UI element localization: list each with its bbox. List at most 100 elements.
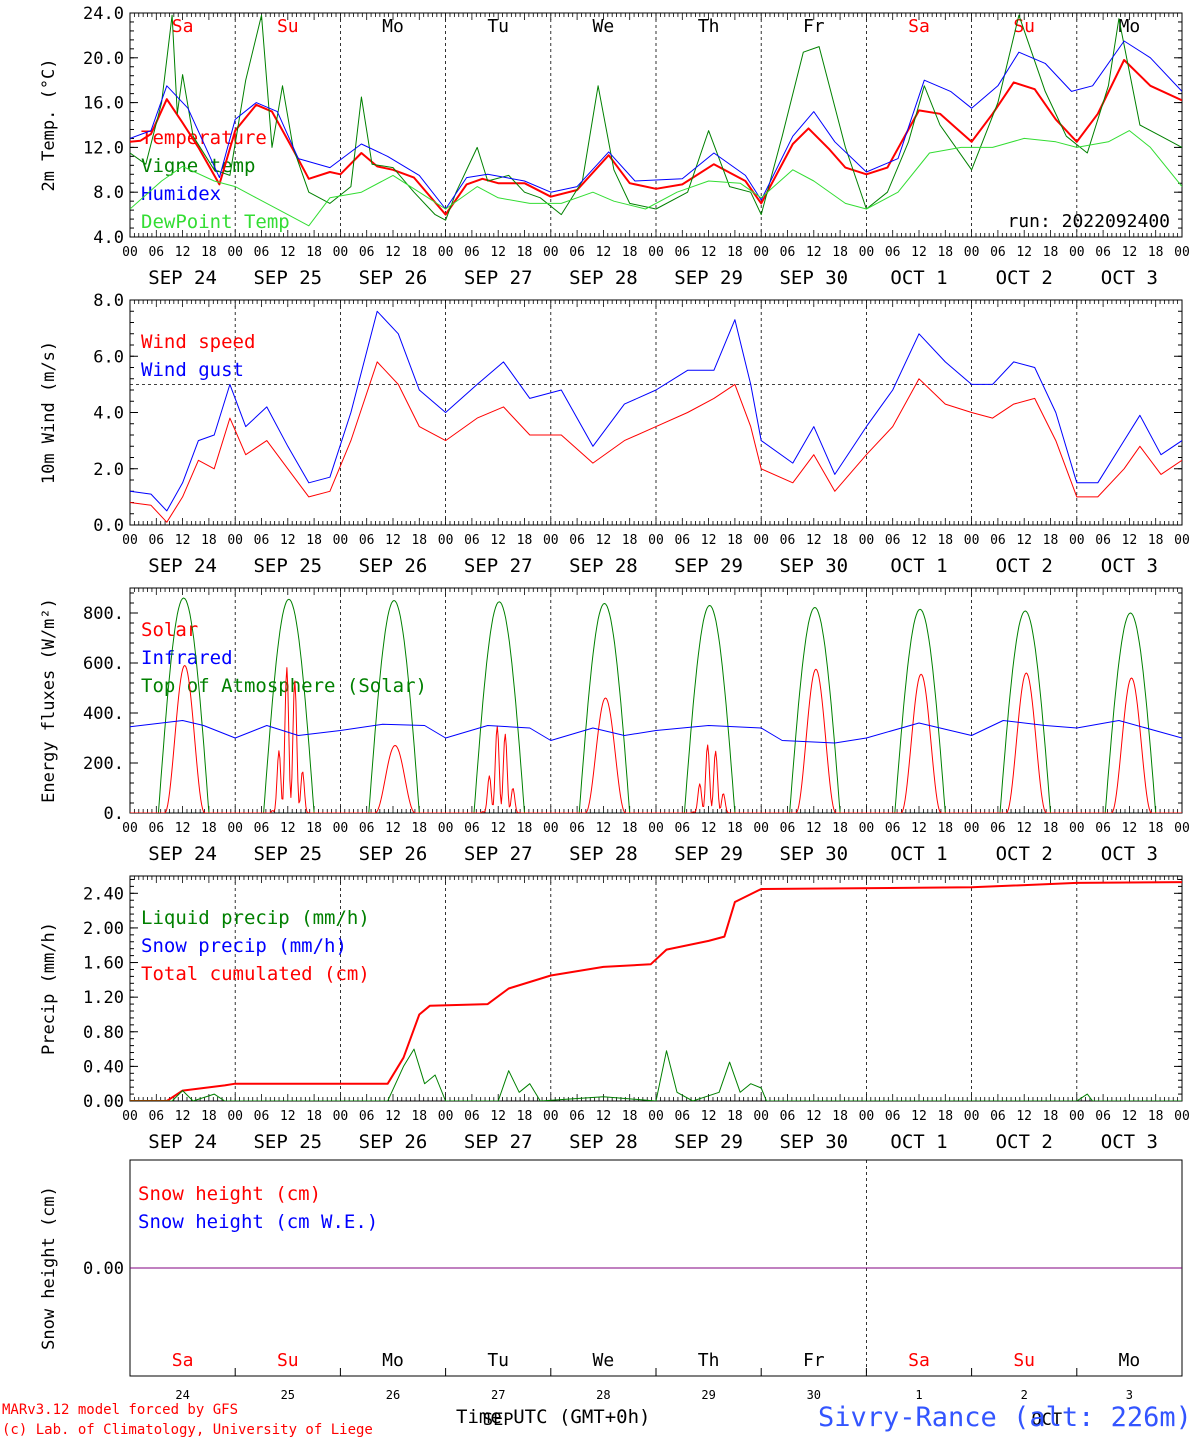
legend-entry: Top of Atmosphere (Solar) [141, 675, 427, 697]
date-label: OCT 2 [996, 1131, 1053, 1153]
hour-label: 12 [490, 533, 506, 548]
weekday-label: Fr [803, 16, 825, 37]
day-number-label: 28 [596, 1388, 610, 1402]
toa-solar-curve [340, 600, 446, 813]
hour-label: 18 [201, 245, 217, 260]
hour-label: 18 [832, 821, 848, 836]
y-tick-label: 800. [83, 604, 124, 624]
hour-label: 00 [859, 245, 875, 260]
date-label: SEP 28 [569, 267, 638, 289]
y-tick-label: 6.0 [93, 347, 124, 367]
day-number-label: 27 [491, 1388, 505, 1402]
solar-curve [550, 697, 656, 813]
y-tick-label: 0. [104, 804, 124, 824]
infrared-curve [130, 720, 1182, 744]
model-credit: MARv3.12 model forced by GFS (c) Lab. of… [2, 1400, 373, 1440]
hour-label: 18 [411, 821, 427, 836]
y-tick-label: 200. [83, 754, 124, 774]
hour-label: 18 [306, 821, 322, 836]
y-tick-label: 1.20 [83, 988, 124, 1008]
hour-label: 06 [1095, 245, 1111, 260]
weekday-label: Th [698, 1350, 720, 1371]
hour-label: 00 [1069, 1109, 1085, 1124]
series-line [130, 1048, 1182, 1101]
hour-label: 12 [280, 1109, 296, 1124]
toa-solar-curve [866, 608, 972, 813]
date-label: SEP 27 [464, 267, 533, 289]
day-number-label: 2 [1021, 1388, 1028, 1402]
date-label: SEP 26 [359, 555, 428, 577]
date-label: SEP 30 [779, 267, 848, 289]
hour-label: 06 [359, 1109, 375, 1124]
series-line [130, 361, 1182, 523]
hour-label: 00 [122, 821, 138, 836]
hour-label: 18 [306, 533, 322, 548]
hour-label: 06 [990, 1109, 1006, 1124]
solar-curve [971, 672, 1077, 813]
panel-5: 0.00 Snow height (cm) Sa Su Mo Tu We Th Fr Sa Su Mo… [39, 1159, 1183, 1377]
weekday-label: Th [698, 16, 720, 37]
toa-solar-curve [1076, 612, 1182, 813]
hour-label: 18 [622, 821, 638, 836]
solar-curve [445, 725, 551, 813]
hour-label: 12 [1122, 1109, 1138, 1124]
date-label: SEP 25 [253, 1131, 322, 1153]
date-label: SEP 30 [779, 843, 848, 865]
run-annotation: run: 2022092400 [1007, 211, 1170, 232]
hour-label: 12 [1122, 821, 1138, 836]
hour-label: 18 [517, 821, 533, 836]
hour-label: 12 [280, 245, 296, 260]
y-axis-label: Precip (mm/h) [39, 922, 59, 1055]
hour-label: 18 [937, 533, 953, 548]
legend-entry: Wind gust [141, 359, 244, 381]
y-tick-label: 20.0 [83, 49, 124, 69]
hour-label: 06 [674, 245, 690, 260]
date-label: OCT 2 [996, 267, 1053, 289]
x-axis-title: Time UTC (GMT+0h) [456, 1406, 651, 1428]
hour-label: 12 [701, 1109, 717, 1124]
y-tick-label: 2.40 [83, 884, 124, 904]
date-label: OCT 1 [890, 555, 947, 577]
solar-curve [866, 673, 972, 813]
hour-label: 06 [464, 245, 480, 260]
hour-label: 06 [148, 245, 164, 260]
hour-label: 18 [1043, 533, 1059, 548]
hour-label: 06 [464, 1109, 480, 1124]
hour-label: 00 [1174, 821, 1190, 836]
hour-label: 18 [201, 533, 217, 548]
date-label: SEP 25 [253, 267, 322, 289]
weekday-label: Sa [172, 16, 194, 37]
hour-label: 18 [411, 1109, 427, 1124]
series-line [130, 40, 1182, 210]
hour-label: 06 [359, 533, 375, 548]
model-line: MARv3.12 model forced by GFS [2, 1402, 239, 1418]
hour-label: 00 [964, 245, 980, 260]
hour-label: 06 [569, 1109, 585, 1124]
hour-label: 00 [333, 245, 349, 260]
hour-label: 06 [1095, 1109, 1111, 1124]
month-label: OCT [1031, 1410, 1062, 1430]
y-tick-label: 2.00 [83, 919, 124, 939]
hour-label: 18 [517, 533, 533, 548]
hour-label: 18 [411, 245, 427, 260]
y-tick-label: 24.0 [83, 4, 124, 24]
weekday-label: Mo [382, 1350, 404, 1371]
y-tick-label: 0.00 [83, 1259, 124, 1279]
day-number-label: 24 [175, 1388, 189, 1402]
date-label: OCT 1 [890, 267, 947, 289]
hour-label: 06 [780, 821, 796, 836]
hour-label: 06 [885, 245, 901, 260]
weekday-label: Sa [908, 1350, 930, 1371]
hour-label: 18 [622, 533, 638, 548]
date-label: SEP 29 [674, 267, 743, 289]
hour-label: 18 [727, 1109, 743, 1124]
hour-label: 00 [648, 533, 664, 548]
solar-curve [130, 665, 236, 813]
hour-label: 12 [490, 821, 506, 836]
day-number-label: 25 [281, 1388, 295, 1402]
date-label: SEP 24 [148, 267, 217, 289]
hour-label: 00 [1174, 245, 1190, 260]
hour-label: 00 [648, 821, 664, 836]
solar-curve [340, 745, 446, 813]
